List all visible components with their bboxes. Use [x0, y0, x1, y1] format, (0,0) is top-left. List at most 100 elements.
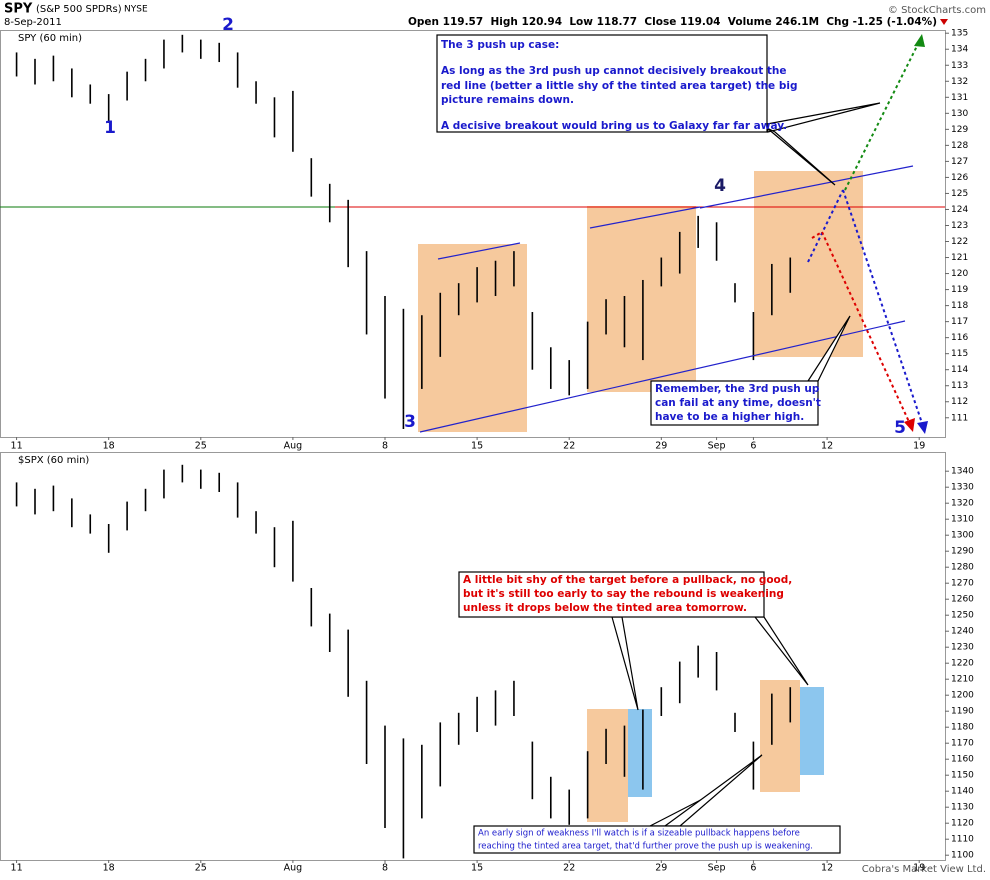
price-bar — [126, 71, 128, 101]
price-bar — [678, 661, 681, 704]
price-bar — [697, 645, 699, 678]
price-bar — [439, 292, 442, 357]
price-bar — [642, 709, 644, 790]
x-tick-label: Sep — [708, 441, 726, 452]
price-bar — [568, 789, 571, 825]
source: © StockCharts.com — [888, 5, 986, 16]
y-tick-label: 1250 — [951, 611, 974, 621]
price-bar — [347, 629, 349, 697]
price-bar — [163, 469, 165, 499]
annotation-text: but it's still too early to say the rebo… — [463, 588, 784, 600]
y-tick-label: 1220 — [951, 659, 974, 669]
price-bar — [144, 58, 147, 82]
annotation-text: can fail at any time, doesn't — [655, 397, 821, 409]
price-bar — [623, 725, 626, 777]
price-bar — [439, 722, 442, 787]
callout-pointer — [611, 616, 639, 711]
y-tick-label: 135 — [951, 29, 968, 39]
price-bar — [531, 312, 534, 370]
y-tick-label: 1150 — [951, 771, 974, 781]
price-bar — [697, 215, 699, 248]
x-tick-label: 12 — [821, 863, 833, 874]
price-bar — [605, 299, 607, 335]
x-tick-label: 11 — [11, 441, 23, 452]
y-tick-label: 1170 — [951, 739, 974, 749]
price-bar — [605, 728, 607, 764]
price-bar — [71, 68, 73, 98]
price-bar — [715, 222, 718, 261]
price-bar — [715, 652, 718, 691]
projection-arrow — [844, 39, 921, 191]
price-bar — [34, 488, 36, 515]
price-bar — [71, 498, 73, 528]
y-tick-label: 1330 — [951, 483, 974, 493]
price-bar — [384, 725, 386, 828]
arrowhead — [917, 421, 928, 434]
symbol: SPY — [4, 2, 33, 17]
panel-frame — [0, 30, 946, 438]
y-tick-label: 1160 — [951, 755, 974, 765]
price-bar — [513, 251, 515, 287]
projection-arrow — [811, 231, 823, 239]
price-bar — [218, 472, 221, 492]
x-tick-label: 19 — [913, 441, 925, 452]
x-tick-label: 19 — [913, 863, 925, 874]
price-bar — [623, 295, 626, 348]
callout-box — [650, 380, 819, 426]
callout-pointer — [766, 127, 836, 186]
price-bar — [107, 524, 110, 553]
x-tick-label: 8 — [382, 441, 388, 452]
price-bar — [457, 712, 460, 745]
price-bar — [494, 260, 497, 296]
price-bar — [734, 283, 736, 303]
price-bar — [273, 527, 276, 568]
x-tick-label: Aug — [284, 863, 303, 874]
price-bar — [771, 693, 773, 745]
y-tick-label: 125 — [951, 189, 968, 199]
wave-label: 2 — [222, 15, 234, 35]
footer: Cobra's Market View Ltd. — [862, 864, 986, 875]
y-tick-label: 118 — [951, 301, 968, 311]
y-tick-label: 120 — [951, 269, 968, 279]
x-tick-label: 6 — [750, 441, 756, 452]
price-bar — [642, 279, 644, 361]
price-bar — [476, 696, 478, 732]
y-tick-label: 130 — [951, 109, 968, 119]
x-tick-label: 11 — [11, 863, 23, 874]
price-bar — [789, 687, 792, 723]
x-tick-label: 18 — [103, 441, 115, 452]
price-bar — [549, 776, 552, 819]
price-bar — [15, 482, 18, 507]
price-bar — [476, 267, 478, 303]
price-bar — [126, 501, 128, 531]
channel-line — [699, 165, 914, 209]
panel-title: SPY (60 min) — [18, 33, 82, 44]
y-tick-label: 131 — [951, 93, 968, 103]
annotation-text: unless it drops below the tinted area to… — [463, 602, 747, 614]
target-area — [754, 171, 863, 357]
price-bar — [513, 680, 515, 716]
panel-title: $SPX (60 min) — [18, 455, 89, 466]
annotation-text: have to be a higher high. — [655, 411, 804, 423]
y-tick-label: 128 — [951, 141, 968, 151]
price-bar — [255, 81, 257, 104]
callout-pointer — [753, 616, 809, 686]
y-tick-label: 122 — [951, 237, 968, 247]
price-bar — [384, 295, 386, 399]
price-bar — [660, 257, 663, 287]
target-area — [760, 680, 800, 792]
y-tick-label: 1270 — [951, 579, 974, 589]
price-bar — [771, 263, 773, 316]
arrowhead — [904, 418, 915, 432]
y-tick-label: 1190 — [951, 707, 974, 717]
price-bar — [549, 347, 552, 389]
y-tick-label: 119 — [951, 285, 968, 295]
panel-frame — [0, 452, 946, 861]
y-tick-label: 1180 — [951, 723, 974, 733]
y-tick-label: 115 — [951, 349, 968, 359]
x-tick-label: 6 — [750, 863, 756, 874]
x-tick-label: 29 — [655, 441, 667, 452]
price-bar — [199, 469, 202, 489]
price-bar — [34, 58, 36, 85]
y-tick-label: 1320 — [951, 499, 974, 509]
